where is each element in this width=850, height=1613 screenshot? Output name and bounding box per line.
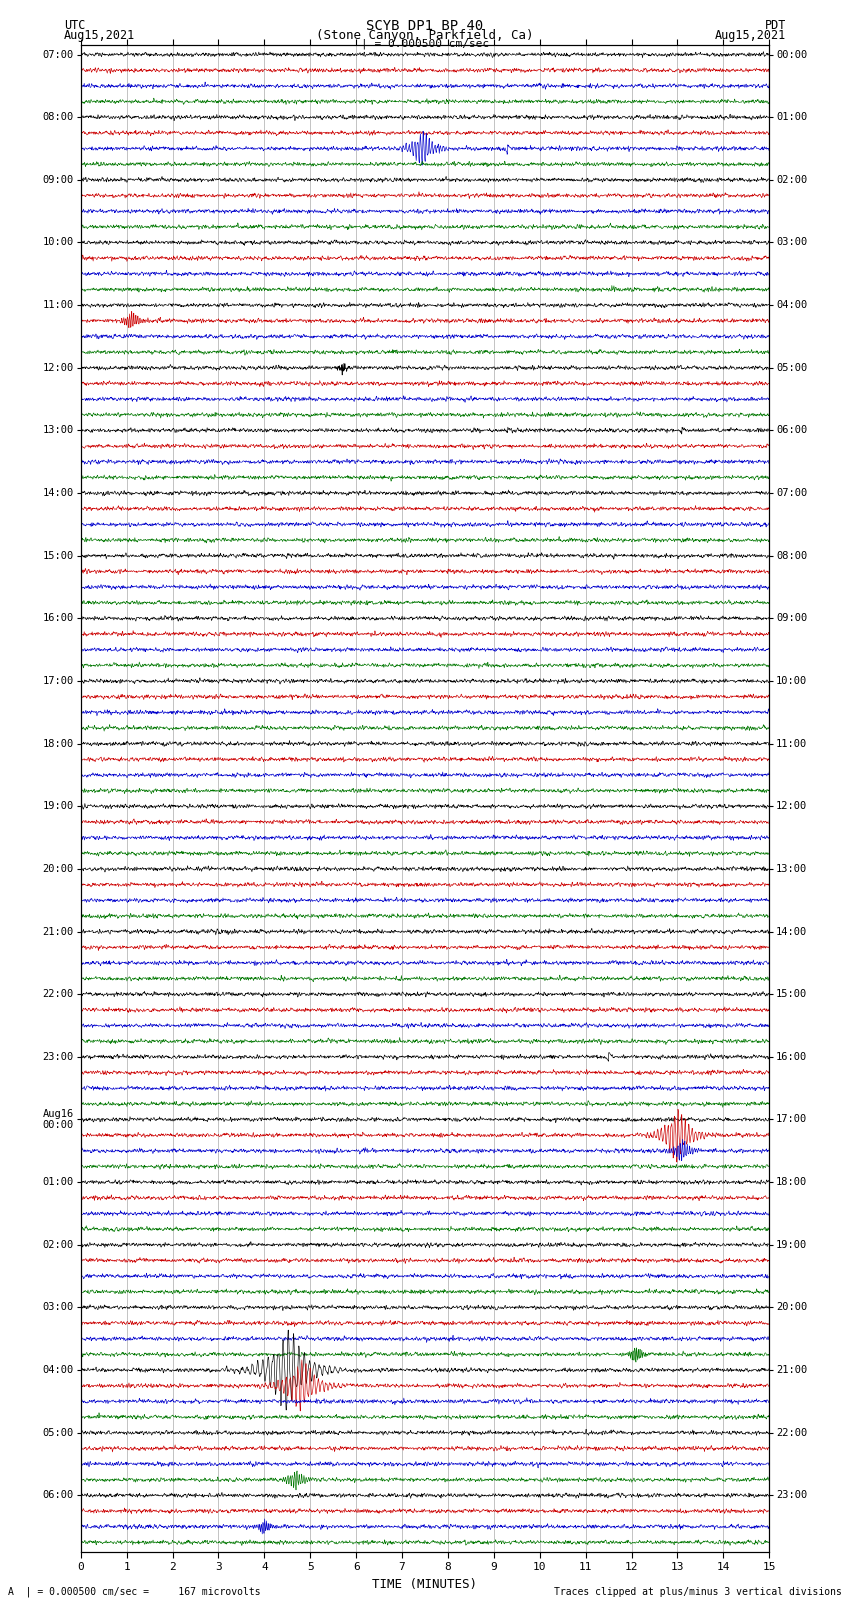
Text: UTC: UTC bbox=[64, 19, 85, 32]
Text: Aug15,2021: Aug15,2021 bbox=[64, 29, 135, 42]
Text: Aug15,2021: Aug15,2021 bbox=[715, 29, 786, 42]
Text: Traces clipped at plus/minus 3 vertical divisions: Traces clipped at plus/minus 3 vertical … bbox=[553, 1587, 842, 1597]
Text: | = 0.000500 cm/sec: | = 0.000500 cm/sec bbox=[361, 39, 489, 50]
Text: (Stone Canyon, Parkfield, Ca): (Stone Canyon, Parkfield, Ca) bbox=[316, 29, 534, 42]
Text: A  | = 0.000500 cm/sec =     167 microvolts: A | = 0.000500 cm/sec = 167 microvolts bbox=[8, 1586, 261, 1597]
Text: SCYB DP1 BP 40: SCYB DP1 BP 40 bbox=[366, 19, 484, 34]
X-axis label: TIME (MINUTES): TIME (MINUTES) bbox=[372, 1578, 478, 1590]
Text: PDT: PDT bbox=[765, 19, 786, 32]
